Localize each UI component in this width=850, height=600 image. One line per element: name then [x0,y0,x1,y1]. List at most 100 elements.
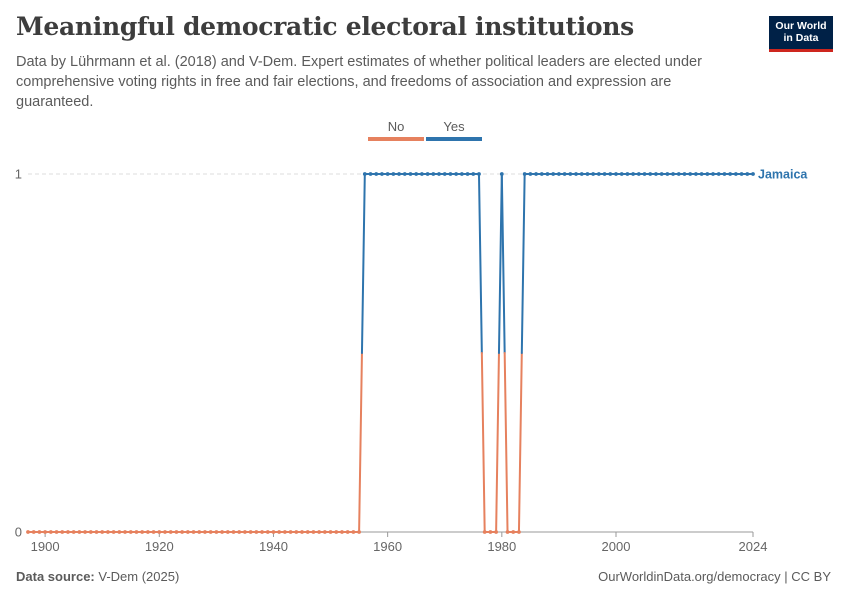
series-point [151,530,156,534]
legend-label-no: No [387,119,405,134]
series-point [214,530,219,534]
series-point [596,172,601,176]
series-point [100,530,105,534]
series-point [334,530,339,534]
series-point [534,172,538,176]
series-point [288,530,293,534]
logo-line-1: Our World [775,19,827,32]
series-point [579,172,584,176]
series-line-segment [360,173,366,354]
series-point [294,530,299,534]
series-point [745,172,750,176]
series-point [391,172,396,176]
series-point [197,530,202,534]
series-point [402,172,407,176]
series-point [351,530,356,534]
series-point [340,530,344,534]
series-point [636,172,641,176]
series-point [751,172,755,176]
series-point [106,530,110,534]
series-line-segment [480,352,486,533]
source-url[interactable]: OurWorldinData.org/democracy | CC BY [598,569,831,584]
series-point [425,172,430,176]
series-point [676,172,681,176]
series-point [722,172,727,176]
series-point [511,530,516,534]
series-point [180,530,185,534]
series-point [265,530,270,534]
series-point [37,530,42,534]
series-point [31,530,36,534]
owid-logo[interactable]: Our World in Data [769,16,833,52]
series-line-segment [358,352,363,533]
series-point [54,530,59,534]
series-point [562,172,567,176]
series-point [397,172,401,176]
series-line-segment [477,173,483,354]
series-point [568,172,573,176]
series-point [671,172,675,176]
series-point [111,530,116,534]
data-source-value[interactable]: V-Dem (2025) [98,569,180,584]
series-point [203,530,207,534]
series-point [619,172,624,176]
series-point [60,530,65,534]
x-tick-label: 1960 [373,539,402,554]
series-point [260,530,264,534]
x-tick-label: 2024 [739,539,768,554]
chart-title: Meaningful democratic electoral institut… [16,12,634,41]
chart-subtitle: Data by Lührmann et al. (2018) and V-Dem… [16,54,702,110]
series-point [477,172,481,176]
series-point [419,172,424,176]
series-point [716,172,721,176]
legend-swatch-no [368,137,424,141]
series-point [739,172,744,176]
series-point [128,530,133,534]
series-point [328,530,333,534]
series-point [471,172,476,176]
series-point [191,530,196,534]
series-point [88,530,93,534]
data-source-label: Data source: [16,569,95,584]
series-point [305,530,310,534]
series-point [648,172,653,176]
legend-item-yes[interactable]: Yes [425,119,483,143]
series-point [145,530,150,534]
x-tick-label: 1980 [487,539,516,554]
series-point [665,172,670,176]
series-point [545,172,550,176]
series-point [517,530,521,534]
series-point [140,530,145,534]
series-point [682,172,687,176]
series-point [488,530,493,534]
series-point [614,172,618,176]
legend-label-yes: Yes [443,119,465,134]
series-point [208,530,213,534]
legend-swatch-yes [426,137,482,141]
series-point [71,530,76,534]
series-point [431,172,436,176]
series-point [602,172,607,176]
series-point [465,172,470,176]
series-point [134,530,139,534]
series-line-segment [503,352,509,533]
series-point [448,172,453,176]
x-tick-label: 1900 [31,539,60,554]
series-point [345,530,350,534]
series-point [26,530,30,534]
series-point [220,530,224,534]
series-point [243,530,247,534]
series-point [625,172,630,176]
series-point [94,530,99,534]
series-point [437,172,441,176]
data-source: Data source: V-Dem (2025) [16,569,179,584]
series-point [77,530,82,534]
series-point [728,172,733,176]
x-tick-label: 1940 [259,539,288,554]
legend-item-no[interactable]: No [367,119,425,143]
series-point [271,530,276,534]
series-point [374,172,379,176]
series-point [459,172,464,176]
series-point [642,172,647,176]
